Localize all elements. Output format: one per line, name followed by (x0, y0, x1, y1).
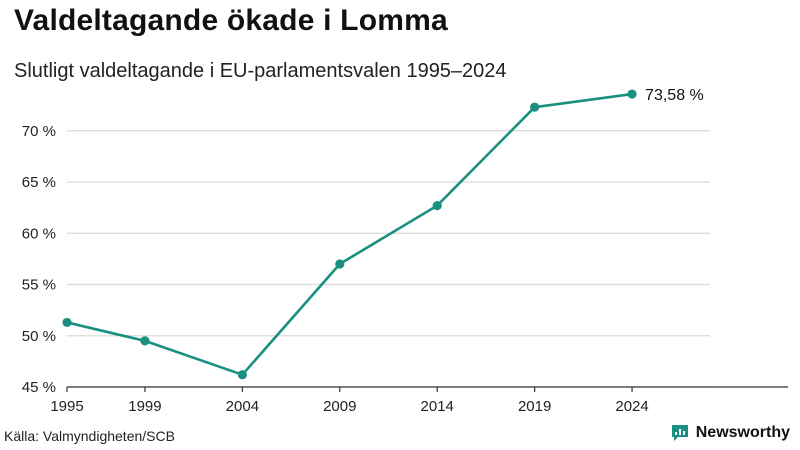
end-value-label: 73,58 % (645, 87, 704, 104)
series-line (65, 92, 634, 377)
brand-name: Newsworthy (695, 424, 790, 441)
data-point-1999 (140, 336, 150, 346)
y-tick-label: 50 % (22, 328, 56, 345)
data-point-1995 (62, 317, 72, 328)
x-axis: 1995 1999 2004 2009 2014 2019 2024 (50, 386, 788, 415)
brand-logo: Newsworthy (670, 424, 790, 442)
y-tick-label: 60 % (22, 225, 56, 242)
data-point-2014 (432, 200, 442, 211)
chart-title: Valdeltagande ökade i Lomma (14, 4, 448, 37)
y-tick-label: 45 % (22, 379, 56, 396)
data-point-2004 (237, 370, 247, 380)
x-tick-label: 2019 (518, 398, 551, 415)
x-tick-label: 2004 (226, 398, 259, 415)
x-tick-label: 1999 (128, 398, 161, 415)
y-axis: 45 % 50 % 55 % 60 % 65 % 70 % (22, 123, 56, 396)
y-tick-label: 65 % (22, 174, 56, 191)
series: 73,58 % (62, 87, 704, 380)
x-tick-label: 1995 (50, 398, 83, 415)
data-point-2019 (530, 102, 540, 112)
x-tick-label: 2009 (323, 398, 356, 415)
data-point-2024 (627, 89, 637, 99)
x-tick-label: 2014 (421, 398, 454, 415)
source-note: Källa: Valmyndigheten/SCB (4, 428, 175, 444)
x-tick-label: 2024 (615, 398, 648, 415)
y-tick-label: 70 % (22, 123, 56, 140)
y-tick-label: 55 % (22, 277, 56, 294)
data-point-2009 (335, 259, 345, 269)
chart-subtitle: Slutligt valdeltagande i EU-parlamentsva… (14, 60, 507, 82)
newsworthy-icon (671, 425, 688, 441)
